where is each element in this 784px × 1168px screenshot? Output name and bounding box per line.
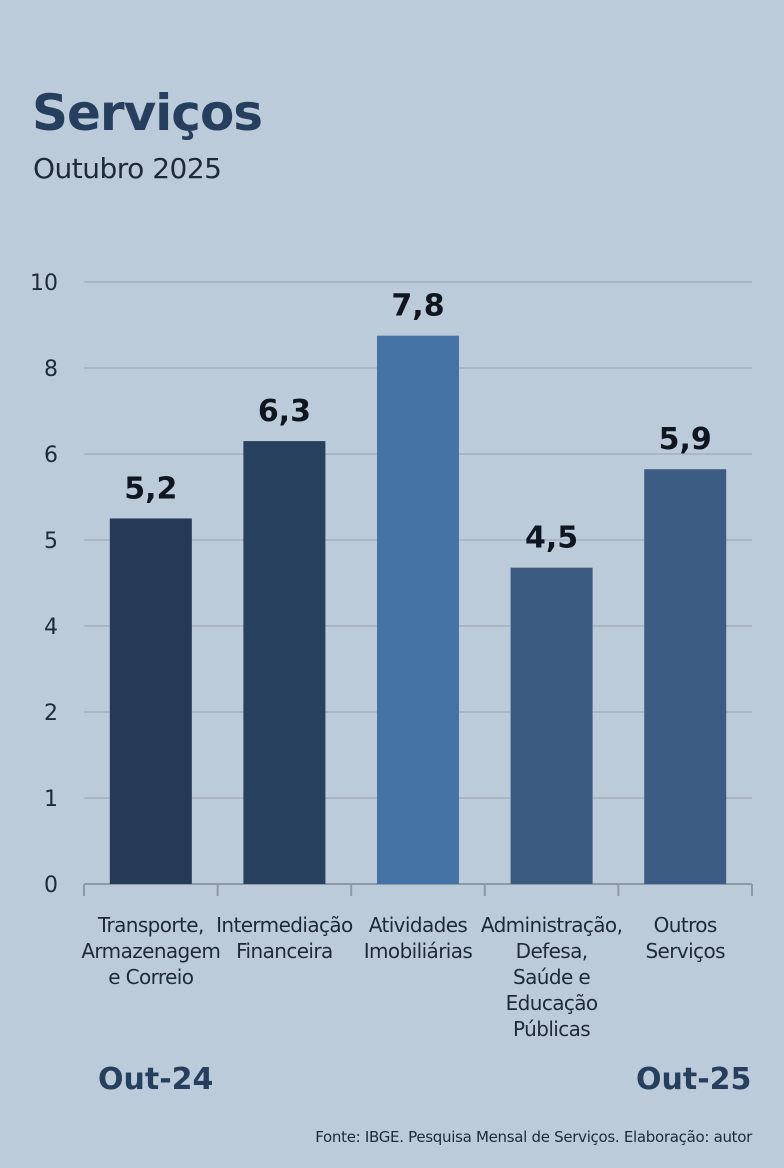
- category-label-line: Financeira: [236, 939, 333, 963]
- bar-value-label: 7,8: [391, 289, 444, 324]
- y-tick-label: 4: [44, 615, 58, 640]
- y-tick-label: 2: [44, 701, 58, 726]
- chart-subtitle: Outubro 2025: [33, 152, 222, 185]
- category-label-line: e Correio: [108, 965, 194, 989]
- category-label: Outros Serviços: [610, 912, 760, 964]
- y-tick-label: 5: [44, 529, 58, 554]
- bar: [377, 335, 459, 884]
- value-labels: 5,2 6,3 7,8 4,5 5,9: [124, 289, 712, 556]
- bar: [109, 518, 192, 884]
- y-tick-label: 6: [44, 443, 58, 468]
- category-label-line: Educação: [505, 991, 599, 1015]
- category-label-line: Outros: [653, 913, 718, 937]
- category-label-line: Armazenagem: [81, 939, 221, 963]
- y-tick-label: 0: [44, 873, 58, 898]
- bar: [243, 441, 326, 884]
- y-tick-label: 8: [44, 357, 58, 382]
- source-note: Fonte: IBGE. Pesquisa Mensal de Serviços…: [315, 1128, 752, 1146]
- category-label-line: Transporte,: [97, 913, 205, 937]
- category-label-line: Atividades: [368, 913, 468, 937]
- period-right-label: Out-25: [636, 1062, 752, 1097]
- category-label: Transporte, Armazenagem e Correio: [76, 912, 226, 990]
- category-label-line: Imobiliárias: [363, 939, 473, 963]
- category-label-line: Saúde e: [513, 965, 591, 989]
- category-label-line: Públicas: [513, 1017, 591, 1041]
- bars: [109, 335, 727, 884]
- bar: [510, 567, 593, 884]
- bar-value-label: 6,3: [258, 394, 311, 429]
- category-label: Atividades Imobiliárias: [343, 912, 493, 964]
- y-tick-label: 10: [30, 271, 58, 296]
- category-label-line: Administração,: [480, 913, 623, 937]
- y-tick-label: 1: [44, 787, 58, 812]
- category-label-line: Defesa,: [515, 939, 588, 963]
- category-label-line: Serviços: [645, 939, 725, 963]
- bar-value-label: 5,2: [124, 471, 177, 506]
- chart-title: Serviços: [32, 84, 263, 142]
- bar-value-label: 5,9: [659, 422, 712, 457]
- category-label: Administração, Defesa, Saúde e Educação Públ…: [477, 912, 627, 1042]
- category-label: Intermediação Financeira: [209, 912, 359, 964]
- bar: [644, 469, 727, 884]
- category-label-line: Intermediação: [216, 913, 353, 937]
- period-left-label: Out-24: [98, 1062, 214, 1097]
- bar-value-label: 4,5: [525, 521, 578, 556]
